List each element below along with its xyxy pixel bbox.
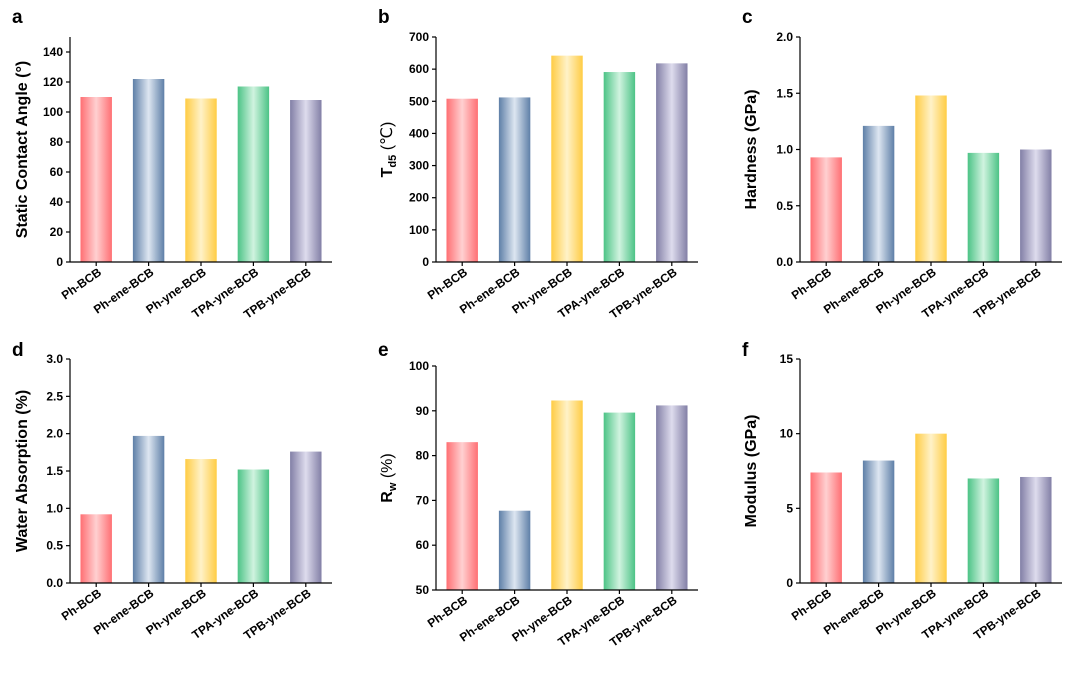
- panel-letter-b: b: [378, 7, 390, 28]
- bar-ph-yne-bcb: [185, 98, 217, 262]
- bar-tpa-yne-bcb: [967, 478, 1000, 583]
- panel-letter-f: f: [742, 340, 749, 361]
- x-tick-label: Ph-BCB: [789, 586, 834, 624]
- y-tick-label: 2.0: [46, 427, 63, 441]
- x-tick-label: Ph-BCB: [59, 586, 104, 624]
- y-tick-label: 2.5: [46, 389, 63, 403]
- bar-ph-bcb: [810, 472, 842, 583]
- bar-tpa-yne-bcb: [603, 412, 636, 590]
- bar-ph-ene-bcb: [132, 79, 165, 262]
- y-tick-label: 15: [780, 352, 794, 366]
- bar-ph-ene-bcb: [862, 460, 895, 583]
- y-tick-label: 400: [409, 126, 429, 140]
- bar-tpa-yne-bcb: [603, 72, 636, 263]
- x-tick-label: Ph-BCB: [59, 265, 104, 303]
- y-tick-label: 60: [416, 538, 430, 552]
- y-tick-label: 120: [43, 75, 63, 89]
- y-tick-label: 0.5: [776, 199, 793, 213]
- y-tick-label: 70: [416, 493, 430, 507]
- y-tick-label: 200: [409, 191, 429, 205]
- x-tick-label: Ph-BCB: [425, 265, 470, 303]
- y-axis-label: Static Contact Angle (°): [14, 61, 31, 238]
- y-tick-label: 0: [786, 576, 793, 590]
- y-tick-label: 5: [786, 501, 793, 515]
- panel-letter-d: d: [12, 340, 24, 361]
- y-axis-label: Td5 (℃): [379, 122, 399, 178]
- y-tick-label: 10: [780, 427, 794, 441]
- y-axis-label: Modulus (GPa): [743, 415, 760, 528]
- y-tick-label: 90: [416, 404, 430, 418]
- x-tick-label: Ph-BCB: [789, 265, 834, 303]
- panel-letter-e: e: [378, 340, 389, 361]
- bar-tpa-yne-bcb: [237, 469, 270, 583]
- bar-ph-bcb: [80, 514, 112, 583]
- y-tick-label: 500: [409, 94, 429, 108]
- y-tick-label: 20: [50, 225, 64, 239]
- bar-ph-yne-bcb: [915, 95, 947, 262]
- y-tick-label: 0: [56, 255, 63, 269]
- y-tick-label: 50: [416, 583, 430, 597]
- bar-ph-yne-bcb: [915, 433, 947, 583]
- bar-tpb-yne-bcb: [656, 63, 688, 262]
- bar-ph-bcb: [810, 157, 842, 262]
- y-tick-label: 1.0: [46, 501, 63, 515]
- bar-tpb-yne-bcb: [290, 451, 322, 583]
- y-tick-label: 700: [409, 30, 429, 44]
- y-tick-label: 1.5: [776, 86, 793, 100]
- y-tick-label: 600: [409, 62, 429, 76]
- bar-tpb-yne-bcb: [1020, 149, 1052, 262]
- y-tick-label: 60: [50, 165, 64, 179]
- y-tick-label: 0.5: [46, 539, 63, 553]
- bar-tpb-yne-bcb: [290, 100, 322, 262]
- y-tick-label: 1.5: [46, 464, 63, 478]
- y-tick-label: 100: [409, 223, 429, 237]
- y-tick-label: 40: [50, 195, 64, 209]
- y-axis-label: Hardness (GPa): [743, 89, 760, 209]
- y-axis-label: Rw (%): [379, 453, 399, 502]
- bar-tpb-yne-bcb: [1020, 476, 1052, 583]
- bar-ph-yne-bcb: [551, 55, 583, 263]
- bar-ph-ene-bcb: [498, 97, 531, 262]
- bar-ph-yne-bcb: [551, 400, 583, 590]
- bar-ph-ene-bcb: [132, 435, 165, 583]
- y-tick-label: 0.0: [776, 255, 793, 269]
- bar-ph-yne-bcb: [185, 459, 217, 583]
- y-tick-label: 3.0: [46, 352, 63, 366]
- y-tick-label: 80: [416, 449, 430, 463]
- y-axis-label: Water Absorption (%): [14, 390, 31, 552]
- y-tick-label: 0.0: [46, 576, 63, 590]
- y-tick-label: 140: [43, 45, 63, 59]
- y-tick-label: 100: [409, 359, 429, 373]
- y-tick-label: 1.0: [776, 143, 793, 157]
- panel-letter-c: c: [742, 7, 753, 28]
- panel-e: eRw (%)Ph-BCBPh-ene-BCBPh-yne-BCBTPA-yne…: [378, 340, 698, 650]
- y-tick-label: 100: [43, 105, 63, 119]
- bar-ph-bcb: [80, 97, 112, 262]
- bar-ph-ene-bcb: [862, 125, 895, 262]
- bar-tpa-yne-bcb: [237, 86, 270, 262]
- y-tick-label: 80: [50, 135, 64, 149]
- panel-letter-a: a: [12, 7, 23, 28]
- bar-tpa-yne-bcb: [967, 152, 1000, 262]
- y-tick-label: 0: [422, 255, 429, 269]
- y-tick-label: 2.0: [776, 30, 793, 44]
- y-tick-label: 300: [409, 159, 429, 173]
- bar-ph-ene-bcb: [498, 510, 531, 590]
- bar-tpb-yne-bcb: [656, 405, 688, 590]
- bar-ph-bcb: [446, 98, 478, 262]
- bar-ph-bcb: [446, 442, 478, 590]
- x-tick-label: Ph-BCB: [425, 593, 470, 631]
